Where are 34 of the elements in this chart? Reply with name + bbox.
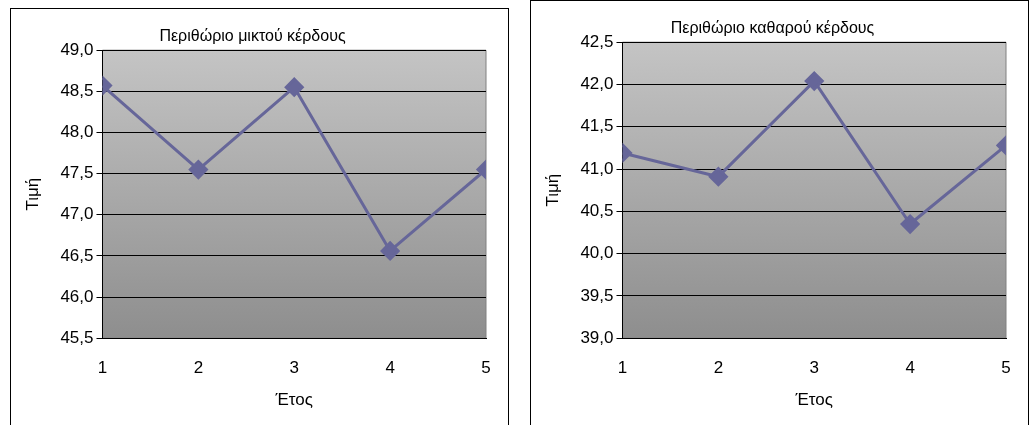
y-tick-label: 47,5 (60, 163, 94, 183)
x-tick-label: 2 (193, 358, 204, 378)
x-tick-label: 3 (289, 358, 299, 378)
x-tick-label: 4 (905, 358, 915, 378)
y-tick-label: 41,5 (580, 116, 614, 136)
point (804, 71, 824, 91)
x-tick-label: 1 (97, 358, 108, 378)
x-tick-label: 3 (809, 358, 819, 378)
x-tick-label: 2 (713, 358, 724, 378)
y-tick-label: 46,5 (60, 245, 94, 265)
y-tick-label: 45,5 (60, 327, 94, 347)
y-axis-title: Τιμή (22, 177, 42, 211)
x-tick-label: 4 (385, 358, 395, 378)
chart-title: Περιθώριο καθαρού κέρδους (670, 19, 875, 37)
y-tick-label: 48,5 (60, 81, 94, 101)
y-tick-label: 42,0 (580, 74, 614, 94)
y-tick-label: 41,0 (580, 158, 614, 178)
y-tick-label: 46,0 (60, 286, 94, 306)
y-tick-label: 49,0 (60, 39, 94, 59)
y-tick-label: 47,0 (60, 204, 94, 224)
y-tick-label: 39,5 (580, 285, 614, 305)
y-tick-label: 40,0 (580, 243, 614, 263)
x-axis-title: Έτος (794, 390, 833, 410)
x-tick-label: 5 (1001, 358, 1011, 378)
y-tick-label: 42,5 (580, 31, 614, 51)
chart-title: Περιθώριο μικτού κέρδους (159, 27, 346, 45)
x-tick-label: 5 (481, 358, 491, 378)
x-tick-label: 1 (617, 358, 628, 378)
y-tick-label: 39,0 (580, 327, 614, 347)
y-axis-title: Τιμή (542, 173, 562, 207)
y-tick-label: 48,0 (60, 122, 94, 142)
x-axis-title: Έτος (274, 390, 313, 410)
point (284, 77, 304, 97)
y-tick-label: 40,5 (580, 201, 614, 221)
